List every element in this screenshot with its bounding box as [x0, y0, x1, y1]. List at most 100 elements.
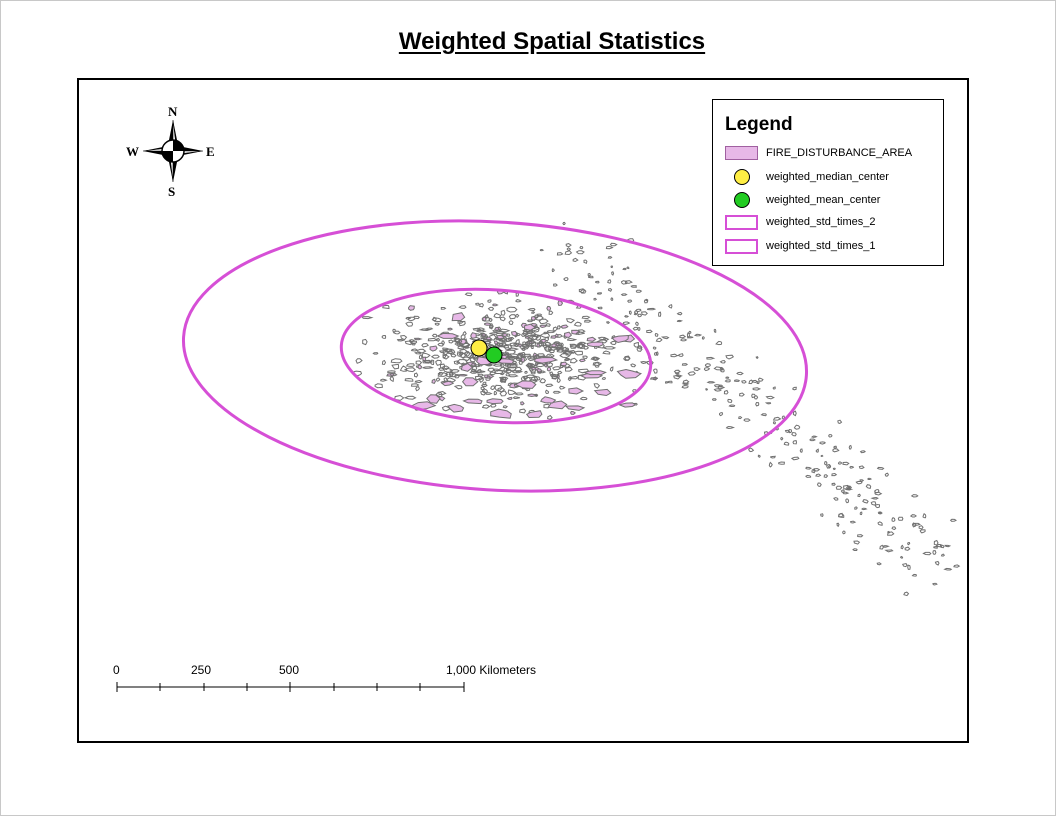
- fire-disturbance-polygon: [551, 343, 558, 348]
- fire-disturbance-polygon: [449, 369, 460, 373]
- fire-disturbance-polygon: [498, 328, 511, 333]
- fire-disturbance-polygon: [667, 380, 673, 384]
- fire-disturbance-polygon: [508, 374, 519, 378]
- fire-disturbance-polygon: [912, 522, 921, 526]
- fire-disturbance-polygon: [547, 414, 553, 420]
- fire-disturbance-polygon: [405, 363, 415, 367]
- fire-disturbance-polygon: [574, 331, 585, 336]
- fire-disturbance-polygon: [519, 408, 527, 414]
- fire-disturbance-polygon: [652, 368, 658, 374]
- fire-disturbance-polygon: [493, 390, 498, 396]
- fire-disturbance-polygon: [757, 454, 761, 458]
- fire-disturbance-polygon: [787, 428, 793, 434]
- compass-west-label: W: [126, 144, 139, 159]
- fire-disturbance-polygon: [799, 448, 803, 453]
- fire-disturbance-polygon: [755, 401, 760, 407]
- fire-disturbance-polygon: [545, 361, 554, 367]
- fire-disturbance-polygon: [493, 312, 502, 319]
- fire-disturbance-polygon: [886, 531, 895, 536]
- fire-disturbance-polygon: [654, 332, 659, 337]
- fire-disturbance-polygon: [772, 416, 782, 421]
- fire-disturbance-polygon: [438, 350, 448, 354]
- fire-disturbance-polygon: [687, 330, 692, 334]
- compass-south-label: S: [168, 184, 176, 199]
- fire-disturbance-polygon: [431, 333, 438, 338]
- fire-disturbance-polygon: [861, 507, 868, 511]
- fire-disturbance-polygon: [907, 541, 911, 546]
- fire-disturbance-polygon: [527, 363, 538, 368]
- fire-disturbance-polygon: [508, 347, 520, 351]
- fire-disturbance-polygon: [727, 398, 733, 404]
- fire-disturbance-polygon: [499, 342, 508, 348]
- fire-disturbance-polygon: [681, 384, 689, 389]
- fire-disturbance-polygon: [512, 396, 521, 400]
- fire-disturbance-polygon: [559, 324, 569, 329]
- fire-disturbance-polygon: [569, 343, 579, 348]
- fire-disturbance-polygon: [837, 419, 843, 424]
- fire-disturbance-polygon: [845, 498, 850, 504]
- fire-disturbance-polygon: [481, 404, 491, 409]
- fire-disturbance-polygon: [435, 377, 441, 382]
- fire-disturbance-polygon: [658, 311, 662, 317]
- fire-disturbance-polygon: [680, 338, 688, 342]
- fire-disturbance-polygon: [711, 398, 717, 401]
- fire-disturbance-polygon: [652, 346, 657, 350]
- fire-disturbance-polygon: [514, 366, 523, 373]
- fire-disturbance-polygon: [577, 341, 587, 345]
- legend: Legend FIRE_DISTURBANCE_AREA weighted_me…: [712, 99, 944, 266]
- fire-disturbance-polygon: [578, 288, 585, 294]
- fire-disturbance-polygon: [884, 549, 894, 553]
- fire-disturbance-polygon: [566, 247, 572, 251]
- fire-disturbance-polygon: [431, 317, 442, 323]
- fire-disturbance-polygon: [607, 256, 613, 259]
- fire-disturbance-polygon: [728, 404, 736, 408]
- fire-disturbance-polygon: [563, 277, 569, 282]
- fire-disturbance-polygon: [687, 336, 694, 339]
- fire-disturbance-polygon: [588, 275, 594, 279]
- fire-disturbance-polygon: [564, 405, 586, 411]
- fire-disturbance-polygon: [778, 461, 785, 465]
- fire-disturbance-polygon: [832, 448, 840, 453]
- fire-disturbance-polygon: [529, 335, 539, 341]
- fire-disturbance-polygon: [539, 324, 547, 329]
- fire-disturbance-polygon: [500, 309, 506, 316]
- fire-disturbance-polygon: [448, 339, 454, 344]
- fire-disturbance-polygon: [713, 388, 723, 392]
- fire-disturbance-polygon: [783, 441, 790, 446]
- fire-disturbance-polygon: [499, 390, 508, 397]
- fire-disturbance-polygon: [932, 550, 937, 555]
- fire-disturbance-polygon: [852, 548, 858, 551]
- fire-disturbance-polygon: [635, 289, 643, 293]
- scale-bar: [116, 682, 465, 692]
- fire-disturbance-polygon: [564, 250, 573, 256]
- fire-disturbance-polygon: [534, 314, 539, 318]
- fire-disturbance-polygon: [434, 322, 441, 326]
- fire-disturbance-polygon: [677, 353, 684, 357]
- fire-disturbance-polygon: [506, 396, 513, 400]
- fire-disturbance-polygon: [706, 356, 716, 360]
- fire-disturbance-polygon: [736, 371, 744, 376]
- legend-item-weighted-median-center: weighted_median_center: [725, 167, 940, 187]
- compass-east-label: E: [206, 144, 215, 159]
- fire-disturbance-polygon: [943, 567, 953, 571]
- fire-disturbance-polygon: [507, 336, 515, 340]
- fire-disturbance-polygon: [792, 440, 798, 445]
- polygon-fill-swatch-icon: [725, 146, 758, 160]
- fire-disturbance-polygon: [530, 334, 541, 338]
- fire-disturbance-polygon: [676, 319, 684, 323]
- fire-disturbance-polygon: [620, 293, 628, 296]
- fire-disturbance-polygon: [674, 372, 680, 375]
- fire-disturbance-polygon: [408, 305, 415, 311]
- fire-disturbance-polygon: [876, 466, 885, 470]
- fire-disturbance-polygon: [627, 299, 633, 303]
- fire-disturbance-polygon: [355, 358, 363, 364]
- scale-label-0: 0: [113, 663, 120, 677]
- fire-disturbance-polygon: [523, 323, 537, 331]
- fire-disturbance-polygon: [519, 351, 526, 358]
- fire-disturbance-polygon: [533, 356, 559, 364]
- fire-disturbance-polygon: [422, 359, 434, 364]
- fire-disturbance-polygon: [687, 371, 696, 376]
- fire-disturbance-polygon: [596, 292, 602, 295]
- fire-disturbance-polygon: [610, 297, 614, 301]
- fire-disturbance-polygon: [713, 366, 724, 371]
